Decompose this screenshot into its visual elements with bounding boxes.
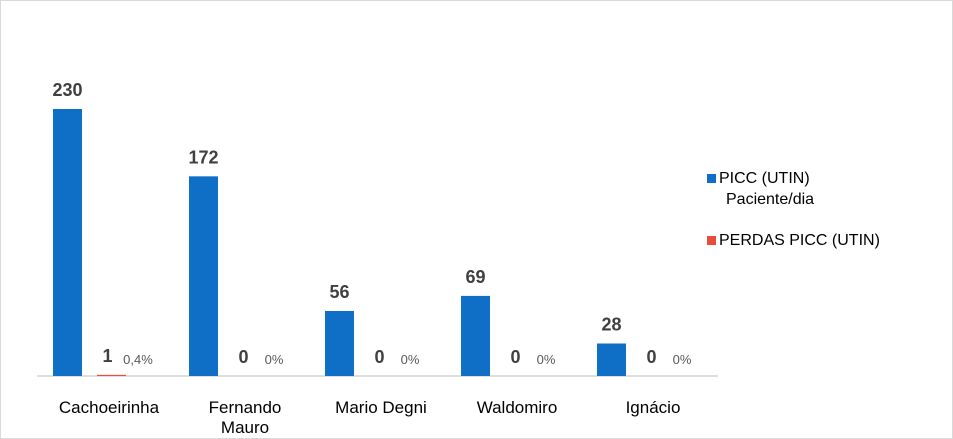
- bar-perdas-0: [97, 374, 126, 376]
- percent-label-2: 0%: [401, 352, 420, 367]
- percent-label-1: 0%: [265, 352, 284, 367]
- bar-picc-1: [189, 176, 218, 376]
- bar-picc-4: [597, 343, 626, 376]
- data-label-picc-1: 172: [188, 147, 218, 167]
- bar-picc-3: [461, 295, 490, 376]
- legend-label-0-line-1: Paciente/dia: [726, 191, 814, 208]
- category-label-4: Ignácio: [626, 398, 681, 417]
- data-label-picc-2: 56: [329, 282, 349, 302]
- data-label-perdas-2: 0: [374, 347, 384, 367]
- percent-label-0: 0,4%: [123, 352, 153, 367]
- data-label-perdas-3: 0: [510, 347, 520, 367]
- data-label-picc-4: 28: [601, 314, 621, 334]
- legend-swatch-1: [707, 236, 716, 245]
- data-label-perdas-0: 1: [102, 346, 112, 366]
- data-label-perdas-4: 0: [646, 347, 656, 367]
- data-label-picc-3: 69: [465, 267, 485, 287]
- data-label-picc-0: 230: [52, 80, 82, 100]
- category-label-3: Waldomiro: [477, 398, 558, 417]
- category-label-1-line-1: Mauro: [221, 418, 269, 437]
- percent-label-3: 0%: [537, 352, 556, 367]
- bar-picc-0: [53, 109, 82, 376]
- category-label-2: Mario Degni: [335, 398, 427, 417]
- legend-label-1: PERDAS PICC (UTIN): [719, 232, 880, 249]
- legend-label-0-line-0: PICC (UTIN): [719, 170, 810, 187]
- legend-swatch-0: [707, 174, 716, 183]
- category-label-0: Cachoeirinha: [59, 398, 160, 417]
- bar-picc-2: [325, 310, 354, 376]
- percent-label-4: 0%: [673, 352, 692, 367]
- data-label-perdas-1: 0: [238, 347, 248, 367]
- legend: PICC (UTIN) Paciente/dia PERDAS PICC (UTIN…: [707, 170, 880, 249]
- category-label-1-line-0: Fernando: [209, 398, 282, 417]
